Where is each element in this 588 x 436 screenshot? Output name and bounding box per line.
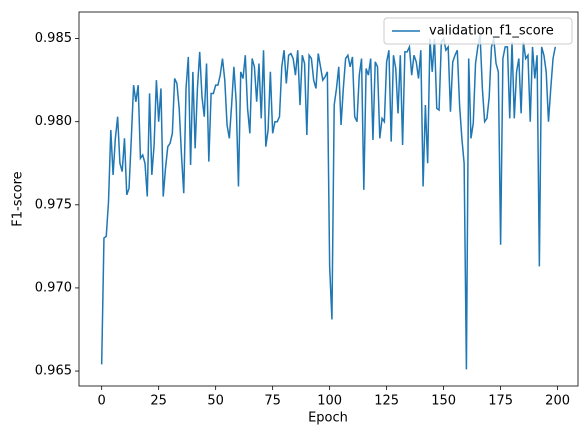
x-tick-label: 0 — [98, 394, 106, 409]
legend-label: validation_f1_score — [429, 24, 554, 39]
x-tick-label: 100 — [317, 394, 342, 409]
x-tick-label: 200 — [545, 394, 570, 409]
y-tick-label: 0.980 — [35, 114, 72, 129]
y-tick-label: 0.975 — [35, 197, 72, 212]
x-tick-label: 125 — [374, 394, 399, 409]
x-tick-label: 150 — [431, 394, 456, 409]
y-tick-label: 0.985 — [35, 31, 72, 46]
legend-box — [383, 17, 573, 45]
x-tick-label: 175 — [488, 394, 513, 409]
x-axis-label: Epoch — [308, 411, 348, 426]
y-tick-label: 0.965 — [35, 364, 72, 379]
axes-frame — [78, 11, 579, 387]
y-tick-label: 0.970 — [35, 280, 72, 295]
x-tick-label: 25 — [150, 394, 167, 409]
x-tick-label: 75 — [264, 394, 281, 409]
x-tick-label: 50 — [207, 394, 224, 409]
y-axis-label: F1-score — [11, 171, 26, 226]
